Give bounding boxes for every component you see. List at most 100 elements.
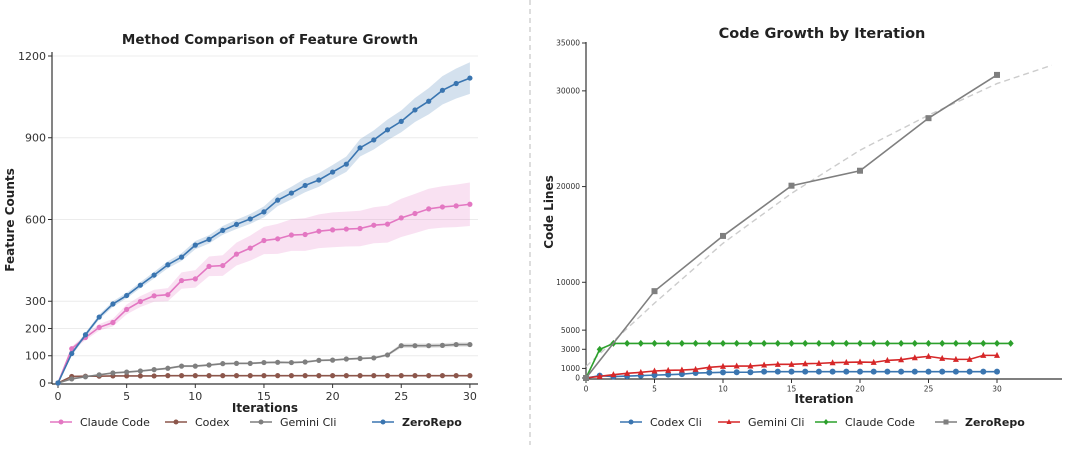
data-point [720, 339, 726, 347]
data-point [343, 356, 349, 362]
legend-label: ZeroRepo [965, 416, 1025, 429]
legend-item: Codex Cli [620, 416, 702, 429]
data-point [165, 365, 171, 371]
legend-marker [58, 419, 64, 425]
data-point [247, 216, 253, 222]
data-point [55, 380, 61, 386]
data-point [165, 262, 171, 268]
data-point [747, 369, 754, 376]
y-axis-label: Feature Counts [3, 168, 17, 271]
legend-item: Gemini Cli [250, 416, 336, 429]
data-point [952, 368, 959, 375]
legend-marker [258, 419, 264, 425]
data-point [911, 354, 918, 361]
data-point [829, 339, 836, 347]
data-point [637, 368, 644, 375]
data-point [952, 355, 959, 362]
data-point [720, 369, 726, 376]
data-point [651, 372, 658, 379]
x-tick-label: 10 [718, 385, 728, 394]
data-point [316, 373, 322, 379]
data-point [453, 80, 459, 87]
data-point [220, 262, 226, 269]
data-point [426, 343, 432, 349]
data-point [384, 352, 391, 358]
legend-item: Claude Code [50, 416, 150, 429]
data-point [884, 368, 891, 375]
data-point [980, 339, 987, 347]
data-point [384, 221, 391, 227]
data-point [815, 339, 822, 347]
data-point [357, 225, 363, 232]
data-point [69, 350, 75, 357]
data-point [857, 358, 863, 365]
data-point [665, 339, 672, 347]
data-point [302, 359, 308, 365]
y-tick-label: 1200 [18, 50, 46, 63]
data-point [96, 314, 102, 320]
data-point [467, 373, 473, 379]
data-point [939, 339, 946, 347]
feature-growth-chart: Method Comparison of Feature Growth01002… [3, 32, 478, 429]
y-tick-label: 3000 [561, 345, 580, 354]
data-point [412, 107, 418, 113]
data-point [788, 182, 795, 189]
legend-label: Codex [195, 416, 230, 429]
legend-label: ZeroRepo [402, 416, 462, 429]
data-point [330, 227, 336, 233]
data-point [426, 373, 432, 379]
data-point [761, 368, 768, 375]
data-point [678, 371, 685, 378]
data-point [371, 222, 377, 228]
data-point [371, 137, 377, 143]
data-point [870, 358, 877, 365]
data-point [247, 245, 253, 251]
x-tick-label: 10 [188, 390, 202, 403]
data-point [288, 190, 295, 196]
data-point [596, 345, 603, 353]
confidence-band [58, 62, 470, 383]
data-point [206, 362, 212, 368]
data-point [343, 373, 349, 379]
data-point [275, 197, 281, 203]
data-point [69, 346, 75, 352]
x-tick-label: 5 [652, 385, 657, 394]
legend-marker [380, 419, 386, 425]
y-axis-label: Code Lines [542, 175, 556, 249]
series-claude-code [583, 339, 1014, 382]
data-point [192, 276, 198, 282]
data-point [343, 226, 349, 232]
data-point [720, 362, 726, 369]
data-point [412, 210, 418, 217]
legend-item: ZeroRepo [372, 416, 462, 429]
data-point [178, 254, 185, 260]
legend-item: Gemini Cli [718, 416, 804, 429]
data-point [966, 368, 973, 375]
data-point [192, 373, 198, 379]
data-point [124, 373, 130, 379]
data-point [829, 359, 836, 366]
data-point [802, 368, 809, 375]
chart-title: Method Comparison of Feature Growth [122, 32, 418, 48]
x-tick-label: 20 [855, 385, 865, 394]
data-point [939, 368, 946, 375]
data-point [384, 373, 391, 379]
data-point [911, 368, 918, 375]
x-tick-label: 0 [55, 390, 62, 403]
data-point [453, 203, 459, 209]
y-tick-label: 1000 [561, 364, 580, 373]
data-point [96, 324, 102, 331]
legend-label: Claude Code [80, 416, 150, 429]
data-point [747, 339, 754, 347]
data-point [343, 161, 349, 167]
chart-title: Code Growth by Iteration [719, 26, 926, 42]
y-tick-label: 0 [575, 374, 580, 383]
data-point [829, 368, 836, 375]
data-point [247, 360, 253, 366]
data-point [925, 368, 932, 375]
data-point [678, 366, 685, 373]
data-point [220, 227, 226, 233]
data-point [610, 371, 617, 378]
data-point [398, 118, 404, 124]
